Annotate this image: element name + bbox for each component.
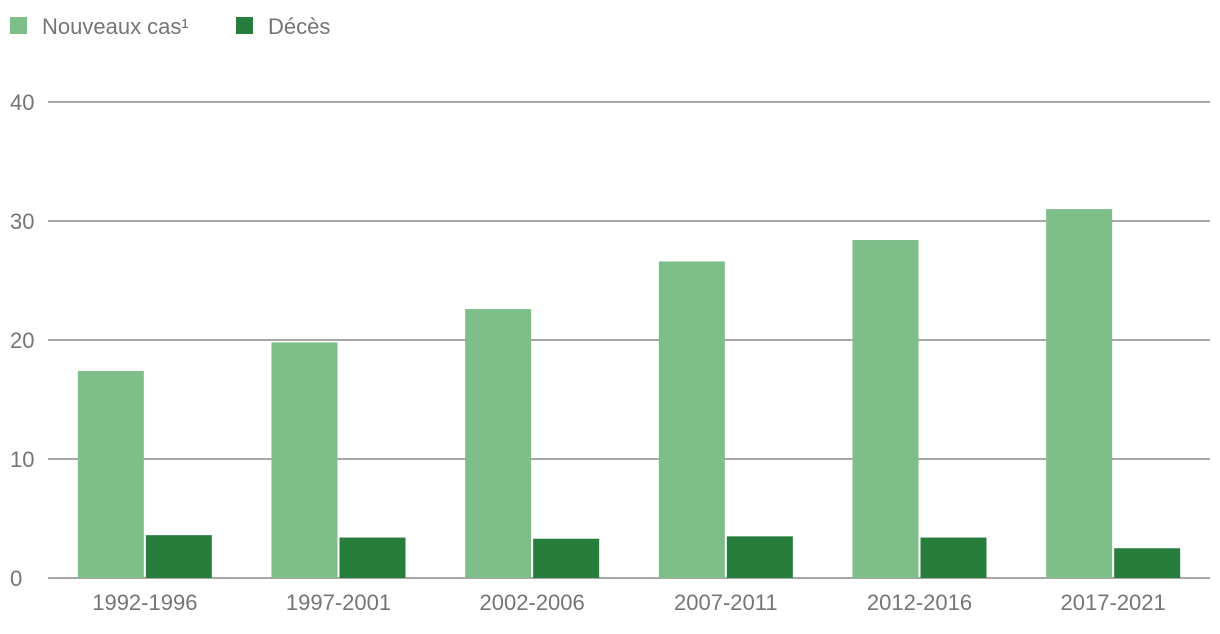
bar-new-cases-2007-2011: [658, 261, 725, 578]
bar-deaths-2007-2011: [726, 536, 793, 578]
x-tick-label-2017-2021: 2017-2021: [1061, 590, 1166, 615]
bar-new-cases-1992-1996: [77, 370, 144, 578]
legend: Nouveaux cas¹ Décès: [10, 14, 330, 39]
x-tick-label-2007-2011: 2007-2011: [674, 590, 778, 615]
legend-label-deaths: Décès: [268, 14, 330, 39]
bar-deaths-1997-2001: [339, 537, 406, 578]
legend-swatch-deaths: [236, 17, 253, 34]
legend-label-new-cases: Nouveaux cas¹: [42, 14, 189, 39]
bar-deaths-1992-1996: [145, 535, 212, 578]
bar-new-cases-2012-2016: [852, 240, 919, 579]
legend-swatch-new-cases: [10, 17, 27, 34]
legend-item-deaths: Décès: [236, 14, 330, 39]
y-axis-ticks: 0 10 20 30 40: [10, 90, 34, 591]
y-tick-label-40: 40: [10, 90, 34, 115]
bar-deaths-2017-2021: [1114, 548, 1181, 578]
gridlines: [48, 101, 1210, 579]
y-tick-label-20: 20: [10, 328, 34, 353]
bar-deaths-2012-2016: [920, 537, 987, 578]
bar-new-cases-2017-2021: [1046, 209, 1113, 578]
bar-deaths-2002-2006: [533, 538, 600, 578]
x-tick-label-1992-1996: 1992-1996: [92, 590, 197, 615]
bars: [77, 209, 1181, 579]
x-tick-label-2002-2006: 2002-2006: [480, 590, 585, 615]
y-tick-label-10: 10: [10, 447, 34, 472]
bar-new-cases-2002-2006: [465, 309, 532, 578]
x-axis-ticks: 1992-1996 1997-2001 2002-2006 2007-2011 2012…: [92, 590, 1166, 615]
y-tick-label-0: 0: [10, 566, 22, 591]
y-tick-label-30: 30: [10, 209, 34, 234]
bar-new-cases-1997-2001: [271, 342, 338, 578]
legend-item-new-cases: Nouveaux cas¹: [10, 14, 189, 39]
x-tick-label-1997-2001: 1997-2001: [286, 590, 391, 615]
x-tick-label-2012-2016: 2012-2016: [867, 590, 972, 615]
